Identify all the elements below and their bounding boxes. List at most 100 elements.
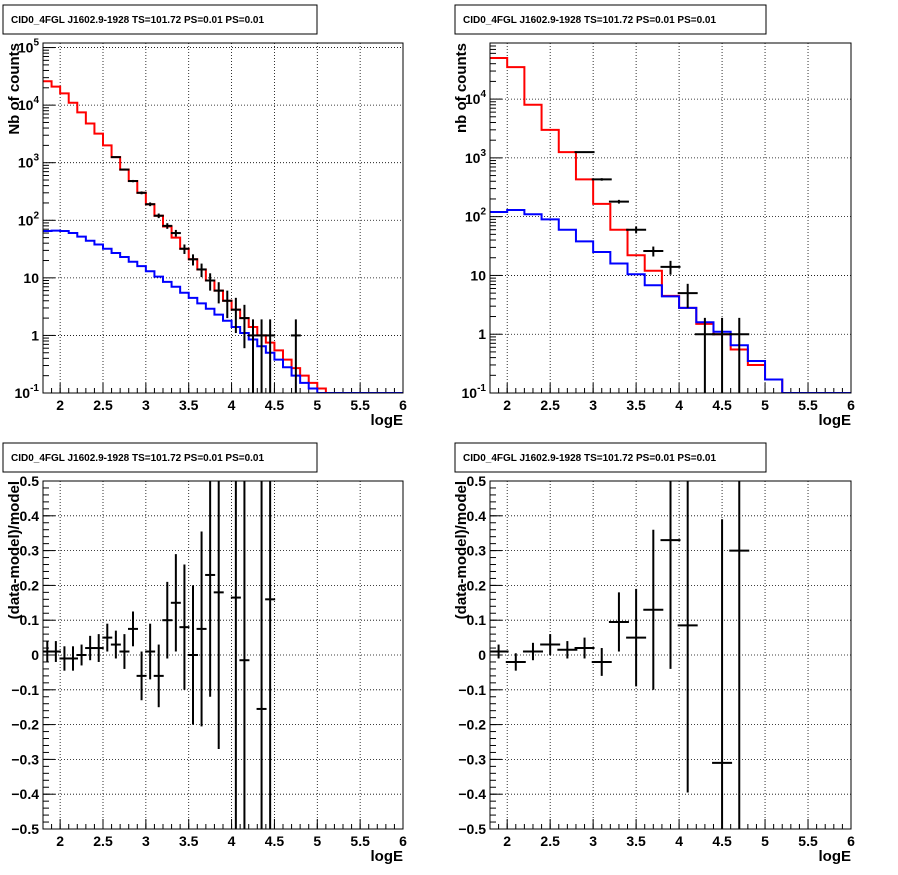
data-point [145, 202, 156, 207]
data-point [43, 641, 53, 662]
x-tick-label: 6 [399, 833, 407, 849]
x-tick-label: 4.5 [712, 397, 732, 413]
data-point [153, 644, 164, 708]
data-point [145, 623, 156, 680]
x-tick-label: 2.5 [540, 397, 560, 413]
x-axis-label: logE [371, 412, 404, 429]
grid [43, 480, 404, 830]
data-point [76, 644, 87, 666]
data-point [626, 588, 647, 687]
data-point [222, 290, 233, 319]
x-tick-label: 5 [761, 833, 769, 849]
chart-panel-3: CID0_4FGL J1602.9-1928 TS=101.72 PS=0.01… [2, 442, 407, 865]
data-point [290, 319, 301, 393]
series-line-1 [490, 208, 851, 393]
plot-frame [42, 42, 404, 394]
data-point [59, 646, 70, 671]
data-point [110, 630, 121, 659]
x-tick-label: 3.5 [179, 833, 199, 849]
y-tick-label: −0.4 [458, 786, 486, 802]
data-point [153, 213, 164, 219]
x-tick-label: 3.5 [626, 833, 646, 849]
data-point [230, 297, 241, 334]
data-point [102, 623, 113, 652]
x-tick-label: 5 [313, 397, 321, 413]
y-axis-label: (data-model)/model [6, 481, 23, 619]
data-point [729, 481, 750, 829]
data-point [522, 642, 543, 661]
x-tick-label: 4 [675, 833, 683, 849]
x-tick-label: 5 [761, 397, 769, 413]
data-point [643, 529, 664, 690]
x-tick-label: 4 [675, 397, 683, 413]
data-point [265, 481, 276, 829]
y-tick-label: 0.2 [20, 577, 40, 593]
data-point [256, 481, 267, 829]
chart-title: CID0_4FGL J1602.9-1928 TS=101.72 PS=0.01… [11, 15, 264, 26]
x-axis-label: logE [819, 848, 852, 865]
plot-frame [489, 42, 852, 394]
data-point [188, 254, 198, 266]
x-tick-label: 4.5 [265, 833, 285, 849]
y-tick-label: 0.2 [467, 577, 487, 593]
plot-area [43, 481, 276, 829]
x-tick-label: 4.5 [265, 397, 285, 413]
data-point [239, 481, 250, 829]
x-tick-label: 3 [589, 397, 597, 413]
data-point [694, 317, 715, 393]
y-axis-label: Nb of counts [6, 43, 23, 135]
chart-title: CID0_4FGL J1602.9-1928 TS=101.72 PS=0.01… [463, 453, 716, 464]
chart-panel-4: CID0_4FGL J1602.9-1928 TS=101.72 PS=0.01… [453, 442, 855, 865]
x-tick-label: 2.5 [93, 833, 113, 849]
data-point [256, 319, 267, 393]
x-tick-label: 2 [56, 833, 64, 849]
y-tick-label: 104 [465, 89, 487, 107]
series-line-0 [43, 80, 403, 393]
y-tick-label: −0.3 [11, 751, 39, 767]
data-point [677, 283, 698, 308]
data-point [128, 611, 138, 647]
x-tick-label: 2 [503, 833, 511, 849]
data-point [205, 481, 216, 697]
data-point [677, 481, 698, 793]
data-point [170, 229, 181, 237]
chart-panel-2: CID0_4FGL J1602.9-1928 TS=101.72 PS=0.01… [453, 4, 855, 429]
y-tick-label: 102 [18, 210, 40, 228]
grid [43, 43, 404, 394]
data-point [643, 246, 664, 257]
chart-title-box [2, 442, 318, 473]
data-point [591, 648, 612, 676]
y-tick-label: 1 [478, 326, 486, 342]
x-tick-label: 3 [142, 397, 150, 413]
data-point [136, 651, 147, 701]
plot-frame [42, 480, 404, 830]
data-point [248, 319, 258, 393]
x-tick-label: 2.5 [93, 397, 113, 413]
x-tick-label: 5.5 [798, 397, 818, 413]
data-point [68, 646, 78, 671]
y-tick-label: 10 [23, 270, 39, 286]
chart-title-box [454, 4, 767, 35]
data-point [119, 634, 130, 669]
y-tick-label: 104 [18, 95, 40, 113]
data-point [93, 634, 104, 662]
y-axis-label: nb of counts [453, 43, 470, 133]
y-tick-label: −0.5 [458, 821, 486, 837]
y-tick-label: 0.4 [20, 508, 40, 524]
x-axis-label: logE [371, 848, 404, 865]
y-tick-label: 0 [478, 647, 486, 663]
series-line-0 [490, 57, 851, 393]
y-tick-label: 0.4 [467, 508, 487, 524]
plot-area [490, 481, 750, 829]
y-tick-label: −0.5 [11, 821, 39, 837]
x-tick-label: 6 [399, 397, 407, 413]
x-tick-label: 3.5 [626, 397, 646, 413]
data-point [50, 641, 61, 662]
x-tick-label: 4 [228, 397, 236, 413]
data-point [119, 168, 130, 171]
x-tick-label: 3.5 [179, 397, 199, 413]
y-tick-label: 103 [465, 148, 487, 166]
chart-title: CID0_4FGL J1602.9-1928 TS=101.72 PS=0.01… [463, 15, 716, 26]
data-point [574, 637, 595, 659]
